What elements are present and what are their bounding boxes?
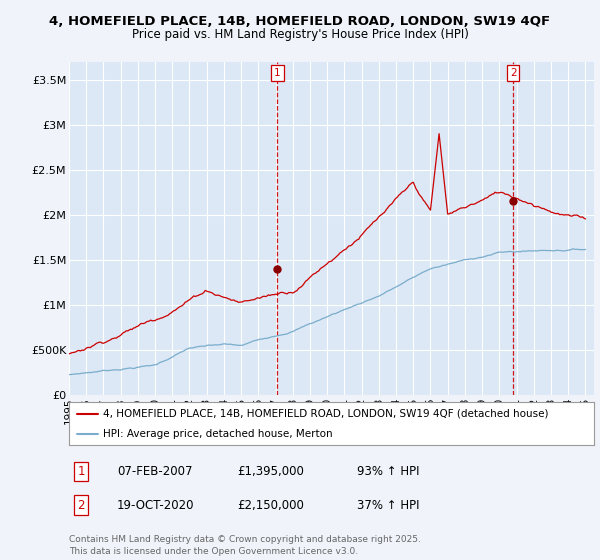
Text: 37% ↑ HPI: 37% ↑ HPI: [357, 498, 419, 512]
Text: 4, HOMEFIELD PLACE, 14B, HOMEFIELD ROAD, LONDON, SW19 4QF: 4, HOMEFIELD PLACE, 14B, HOMEFIELD ROAD,…: [49, 15, 551, 28]
Text: Price paid vs. HM Land Registry's House Price Index (HPI): Price paid vs. HM Land Registry's House …: [131, 28, 469, 41]
Text: £1,395,000: £1,395,000: [237, 465, 304, 478]
Text: Contains HM Land Registry data © Crown copyright and database right 2025.
This d: Contains HM Land Registry data © Crown c…: [69, 535, 421, 556]
Text: HPI: Average price, detached house, Merton: HPI: Average price, detached house, Mert…: [103, 430, 333, 439]
Text: 1: 1: [77, 465, 85, 478]
Text: £2,150,000: £2,150,000: [237, 498, 304, 512]
Text: 19-OCT-2020: 19-OCT-2020: [117, 498, 194, 512]
Text: 2: 2: [510, 68, 517, 78]
Text: 1: 1: [274, 68, 281, 78]
Text: 07-FEB-2007: 07-FEB-2007: [117, 465, 193, 478]
Text: 2: 2: [77, 498, 85, 512]
Text: 93% ↑ HPI: 93% ↑ HPI: [357, 465, 419, 478]
Text: 4, HOMEFIELD PLACE, 14B, HOMEFIELD ROAD, LONDON, SW19 4QF (detached house): 4, HOMEFIELD PLACE, 14B, HOMEFIELD ROAD,…: [103, 409, 548, 419]
